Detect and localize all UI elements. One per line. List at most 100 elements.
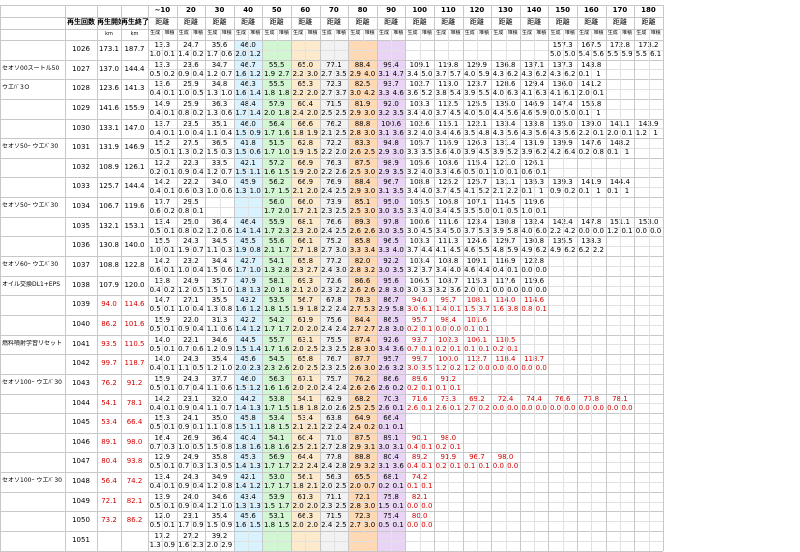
cell-produced[interactable]: 2.4 (321, 266, 333, 275)
cell-accumulated[interactable]: 1.2 (249, 324, 261, 333)
cell-produced[interactable]: 0.4 (149, 187, 161, 196)
cell-distance[interactable]: 98.0 (491, 453, 520, 462)
cell-produced[interactable]: 1.8 (263, 89, 276, 98)
row-start-km[interactable]: 94.0 (101, 300, 117, 309)
cell-produced[interactable]: 3.4 (406, 108, 419, 117)
cell-accumulated[interactable]: 3.2 (364, 266, 376, 275)
cell-produced[interactable]: 1.1 (206, 383, 218, 392)
cell-distance[interactable]: 118.7 (520, 355, 549, 364)
cell-accumulated[interactable]: 2.0 (306, 89, 319, 98)
cell-distance[interactable]: 148.2 (606, 139, 635, 148)
cell-accumulated[interactable]: 0.5 (192, 89, 204, 98)
cell-distance[interactable]: 126.3 (463, 139, 492, 148)
cell-distance[interactable]: 109.1 (463, 257, 492, 266)
row-id[interactable]: 1039 (72, 300, 90, 309)
cell-accumulated[interactable]: 1.6 (278, 344, 290, 353)
cell-accumulated[interactable]: 4.6 (449, 167, 462, 176)
row-end-km[interactable]: 120.0 (124, 280, 145, 289)
cell-produced[interactable]: 0.7 (178, 344, 190, 353)
cell-accumulated[interactable]: 3.6 (392, 462, 404, 471)
cell-produced[interactable]: 0.1 (435, 383, 447, 392)
cell-produced[interactable]: 3.9 (492, 226, 504, 235)
cell-produced[interactable]: 3.2 (406, 128, 419, 137)
bin-header[interactable]: 30 (214, 6, 225, 14)
cell-accumulated[interactable]: 0.1 (421, 442, 433, 451)
cell-produced[interactable]: 1.8 (263, 423, 276, 432)
cell-distance[interactable]: 131.4 (491, 139, 520, 148)
cell-produced[interactable]: 3.1 (378, 462, 390, 471)
cell-accumulated[interactable]: 1.4 (249, 344, 261, 353)
cell-accumulated[interactable]: 5.7 (449, 69, 462, 78)
cell-accumulated[interactable]: 0.6 (221, 187, 233, 196)
cell-produced[interactable]: 0.1 (578, 187, 590, 196)
cell-produced[interactable]: 4.6 (521, 108, 533, 117)
cell-produced[interactable]: 2.2 (549, 226, 562, 235)
cell-produced[interactable]: 0.1 (464, 462, 476, 471)
cell-produced[interactable]: 1.9 (292, 148, 304, 157)
cell-produced[interactable]: 0.0 (578, 226, 590, 235)
cell-accumulated[interactable]: 0.1 (163, 148, 176, 157)
cell-distance[interactable]: 143.9 (634, 120, 663, 129)
cell-produced[interactable]: 4.0 (492, 89, 504, 98)
cell-produced[interactable]: 1.2 (206, 482, 218, 491)
cell-produced[interactable]: 3.3 (406, 148, 419, 157)
cell-accumulated[interactable]: 0.4 (192, 501, 204, 510)
cell-produced[interactable]: 4.6 (464, 246, 476, 255)
cell-produced[interactable]: 3.3 (435, 167, 447, 176)
cell-produced[interactable]: 0.5 (149, 344, 161, 353)
cell-accumulated[interactable]: 5.3 (364, 305, 376, 314)
cell-accumulated[interactable]: 3.0 (364, 344, 376, 353)
cell-distance[interactable]: 123.4 (463, 218, 492, 227)
cell-accumulated[interactable]: 1.2 (249, 50, 261, 58)
cell-produced[interactable]: 2.4 (321, 521, 333, 530)
row-id[interactable]: 1037 (72, 261, 90, 270)
cell-accumulated[interactable]: 1.5 (278, 305, 290, 314)
cell-distance[interactable]: 89.3 (348, 218, 377, 227)
cell-distance[interactable]: 111.3 (434, 237, 463, 246)
cell-distance[interactable]: 135.0 (548, 120, 577, 129)
cell-accumulated[interactable]: 2.2 (507, 187, 519, 196)
cell-distance[interactable]: 138.3 (577, 237, 606, 246)
cell-produced[interactable]: 0.4 (149, 364, 161, 373)
cell-accumulated[interactable]: 0.7 (364, 482, 376, 491)
cell-produced[interactable]: 4.3 (492, 128, 504, 137)
row-end-km[interactable]: 110.5 (124, 339, 145, 348)
header-end[interactable]: 再生終了 (121, 18, 148, 26)
cell-accumulated[interactable]: 3.5 (392, 207, 404, 216)
cell-produced[interactable]: 0.2 (435, 344, 447, 353)
cell-accumulated[interactable]: 2.6 (364, 383, 376, 392)
cell-produced[interactable]: 0.8 (178, 226, 190, 235)
cell-produced[interactable]: 0.7 (178, 462, 190, 471)
cell-produced[interactable]: 1.7 (263, 403, 276, 412)
cell-distance[interactable]: 119.6 (520, 277, 549, 286)
cell-produced[interactable]: 2.4 (292, 108, 304, 117)
row-id[interactable]: 1041 (72, 339, 90, 348)
cell-distance[interactable]: 100.6 (377, 120, 406, 129)
cell-produced[interactable]: 1.7 (263, 344, 276, 353)
row-end-km[interactable]: 153.1 (124, 221, 145, 230)
cell-distance[interactable]: 100.0 (434, 355, 463, 364)
cell-accumulated[interactable]: 6.2 (535, 148, 547, 157)
row-end-km[interactable]: 126.1 (124, 162, 145, 171)
cell-produced[interactable]: 4.1 (521, 89, 533, 98)
cell-produced[interactable]: 4.9 (549, 246, 562, 255)
row-end-km[interactable]: 144.4 (124, 182, 145, 191)
bin-header[interactable]: 90 (386, 6, 396, 14)
cell-accumulated[interactable]: 0.1 (163, 383, 176, 392)
cell-accumulated[interactable]: 0.1 (449, 383, 462, 392)
cell-distance[interactable]: 121.0 (491, 159, 520, 168)
row-id[interactable]: 1047 (72, 457, 90, 466)
cell-distance[interactable]: 141.2 (577, 80, 606, 89)
cell-produced[interactable]: 2.9 (349, 69, 361, 78)
cell-accumulated[interactable]: 0.2 (192, 148, 204, 157)
cell-distance[interactable]: 76.2 (348, 375, 377, 384)
cell-produced[interactable]: 0.2 (406, 324, 419, 333)
cell-produced[interactable]: 0.5 (149, 148, 161, 157)
cell-accumulated[interactable]: 0.1 (392, 423, 404, 432)
row-start-km[interactable]: 137.0 (98, 64, 120, 73)
cell-accumulated[interactable]: 4.0 (392, 246, 404, 255)
cell-distance[interactable]: 136.8 (491, 61, 520, 70)
cell-produced[interactable]: 5.4 (578, 50, 590, 58)
cell-produced[interactable]: 1.5 (235, 128, 247, 137)
cell-accumulated[interactable]: 0.4 (192, 482, 204, 491)
